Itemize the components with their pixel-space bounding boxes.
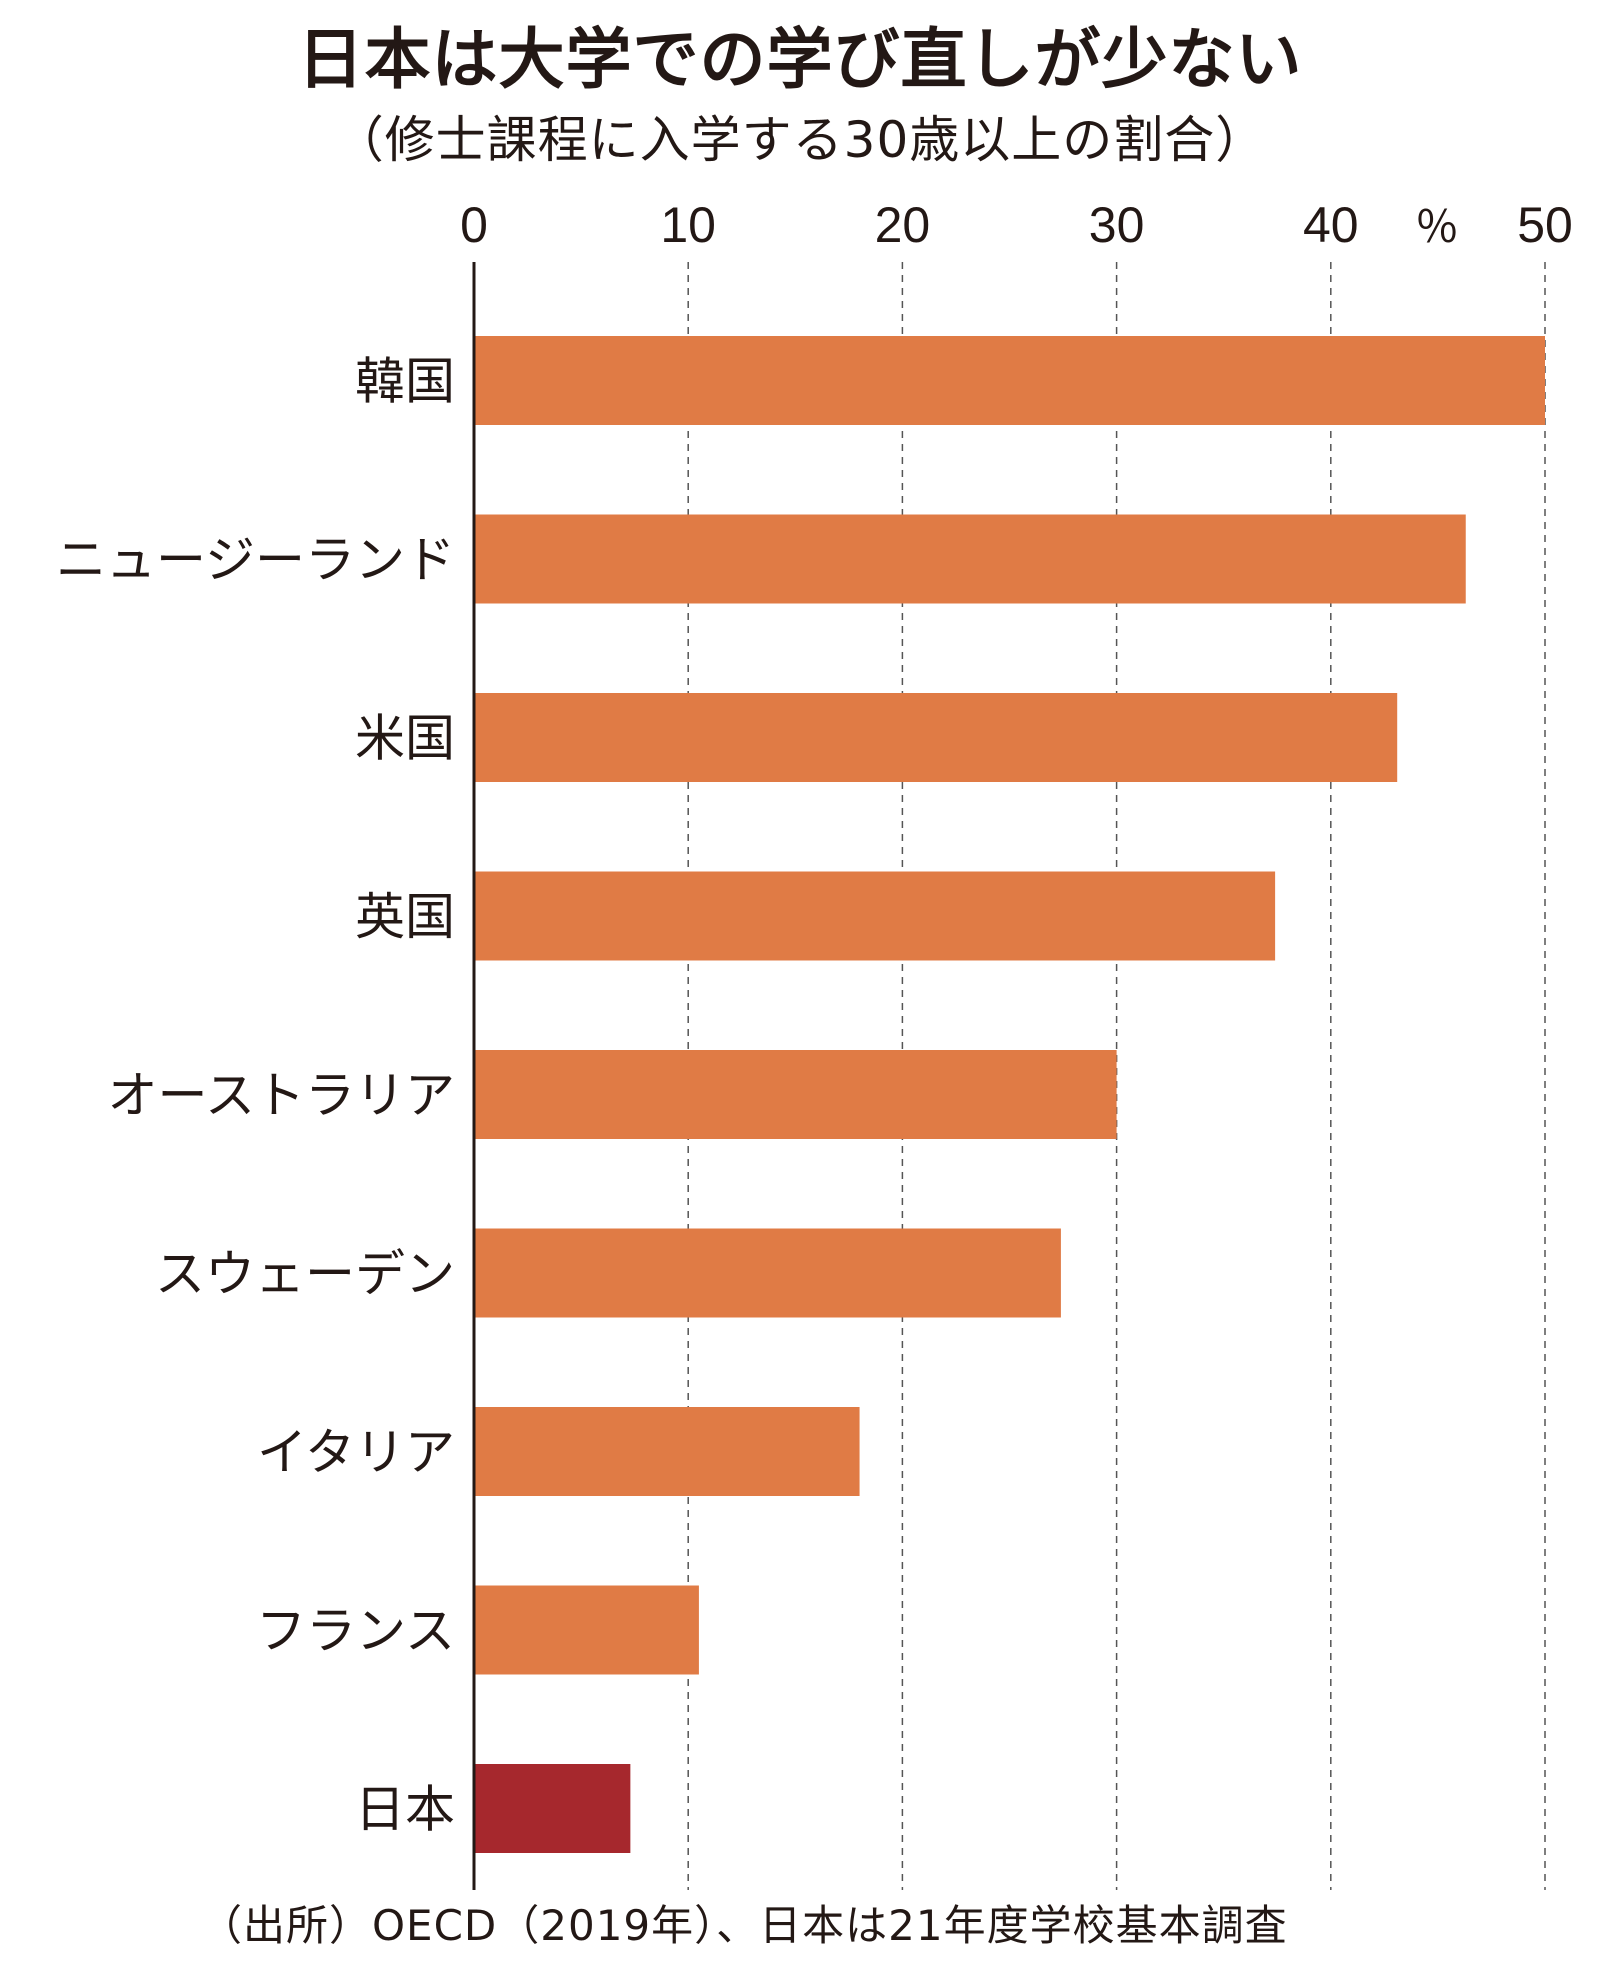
category-label: 日本 [355,1781,455,1839]
category-label: スウェーデン [155,1245,455,1303]
chart-title: 日本は大学での学び直しが少ない [297,21,1303,98]
unit-label: ％ [1415,202,1459,253]
category-label: フランス [256,1602,455,1660]
category-label: 英国 [355,888,455,946]
x-tick-label: 50 [1517,197,1573,253]
x-tick-label: 30 [1089,197,1145,253]
category-label: 韓国 [355,353,455,411]
bar [474,1050,1117,1139]
bar [474,514,1466,604]
category-label: ニュージーランド [56,531,455,589]
x-tick-label: 10 [660,197,716,253]
bar [474,336,1545,425]
x-tick-label: 40 [1303,197,1359,253]
bar [474,1407,860,1496]
category-label: 米国 [355,710,455,768]
category-label: イタリア [257,1424,455,1482]
bar [474,693,1398,782]
source-note: （出所）OECD（2019年）、日本は21年度学校基本調査 [200,1901,1288,1950]
x-tick-label: 0 [460,197,488,253]
bar [474,1764,631,1853]
bar [474,1228,1061,1318]
x-tick-label: 20 [875,197,931,253]
bar [474,1585,699,1675]
chart-subtitle: （修士課程に入学する30歳以上の割合） [333,111,1267,169]
bar [474,871,1276,961]
category-label: オーストラリア [108,1067,456,1125]
